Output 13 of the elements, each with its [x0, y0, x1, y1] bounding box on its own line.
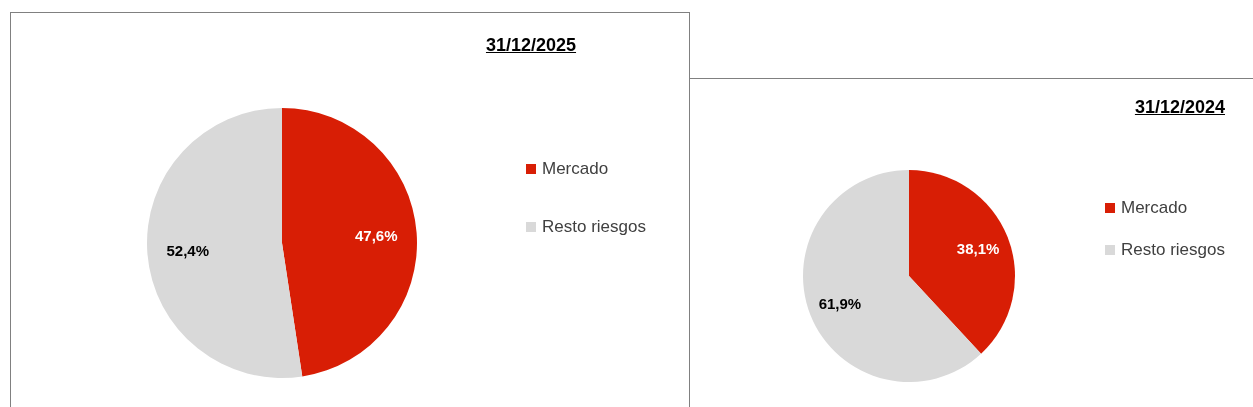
pie-slice — [909, 170, 1015, 354]
legend-label: Mercado — [1121, 198, 1188, 218]
chart-title: 31/12/2024 — [1133, 97, 1225, 118]
legend-label: Mercado — [542, 159, 609, 179]
pie-slice — [147, 108, 303, 378]
data-label: 52,4% — [166, 241, 210, 259]
data-label: 38,1% — [956, 240, 1000, 258]
data-label: 47,6% — [354, 227, 398, 245]
legend-label: Resto riesgos — [1121, 240, 1225, 260]
legend-label: Resto riesgos — [542, 217, 646, 237]
pie-slice — [282, 108, 417, 377]
chart-title: 31/12/2025 — [484, 35, 578, 56]
data-label: 61,9% — [818, 294, 862, 312]
